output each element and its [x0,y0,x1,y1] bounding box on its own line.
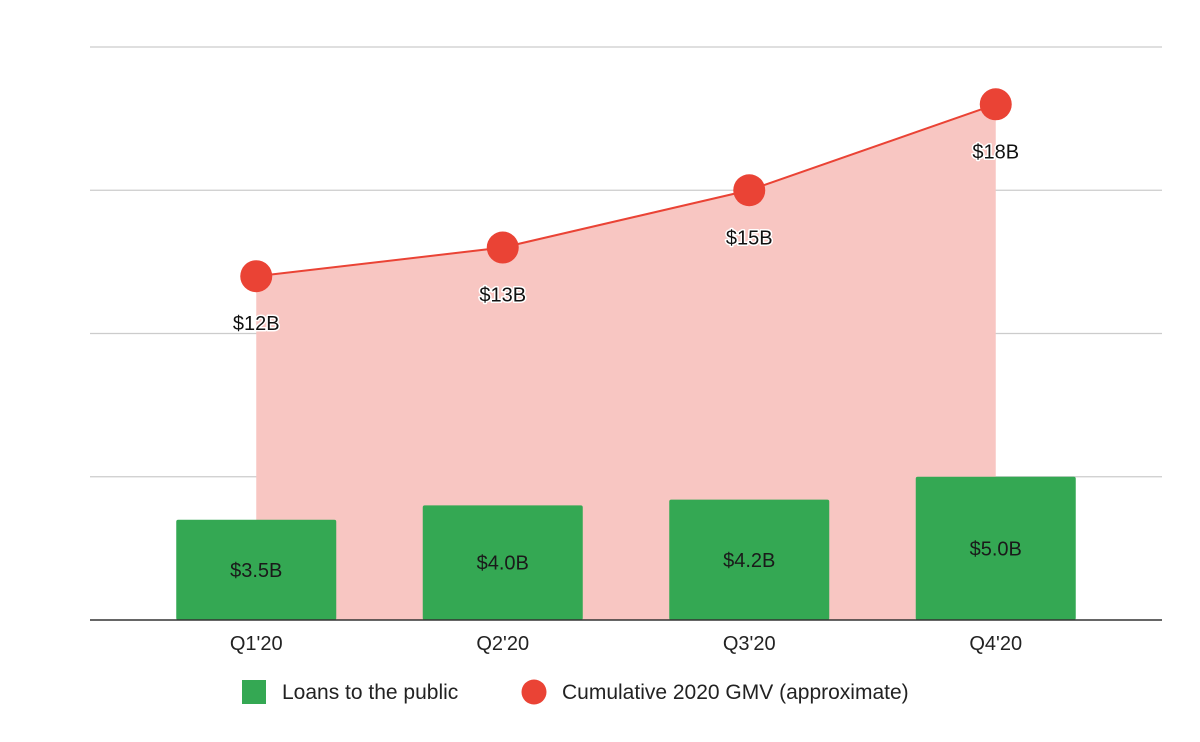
x-axis: Q1'20 Q2'20 Q3'20 Q4'20 [90,619,1162,655]
bar [422,505,583,620]
gmv-data-label: $12B [233,313,280,335]
legend-swatch-gmv [521,679,547,705]
bar-data-label: $4.0B [477,553,529,575]
x-tick-label: Q2'20 [476,633,529,655]
legend-label-loans: Loans to the public [282,681,458,704]
data-labels-layer: $3.5B $4.0B $4.2B $5.0B $12B $13B $15B $18B [230,140,1022,582]
x-tick-label: Q4'20 [969,633,1022,655]
gmv-point [486,231,519,264]
gmv-line-layer [240,88,1012,293]
x-tick-label: Q3'20 [723,633,776,655]
gmv-data-label: $18B [972,141,1019,163]
gmv-area-layer [256,104,996,621]
bar-data-label: $4.2B [723,550,775,572]
gmv-line [256,103,997,278]
gmv-point [733,174,766,207]
gmv-point [240,260,273,293]
legend-label-gmv: Cumulative 2020 GMV (approximate) [562,681,909,704]
bar [176,519,337,620]
legend: Loans to the public Cumulative 2020 GMV (… [242,679,909,705]
bar [669,499,830,620]
x-tick-label: Q1'20 [230,633,283,655]
gmv-data-label: $15B [726,227,773,249]
bar [915,476,1076,620]
bar-data-label: $5.0B [970,538,1022,560]
gmv-data-label: $13B [479,285,526,307]
bar-data-label: $3.5B [230,560,282,582]
legend-swatch-loans [242,680,266,704]
gmv-point [979,88,1012,121]
bars-layer [176,476,1076,620]
gmv-area [256,104,996,621]
